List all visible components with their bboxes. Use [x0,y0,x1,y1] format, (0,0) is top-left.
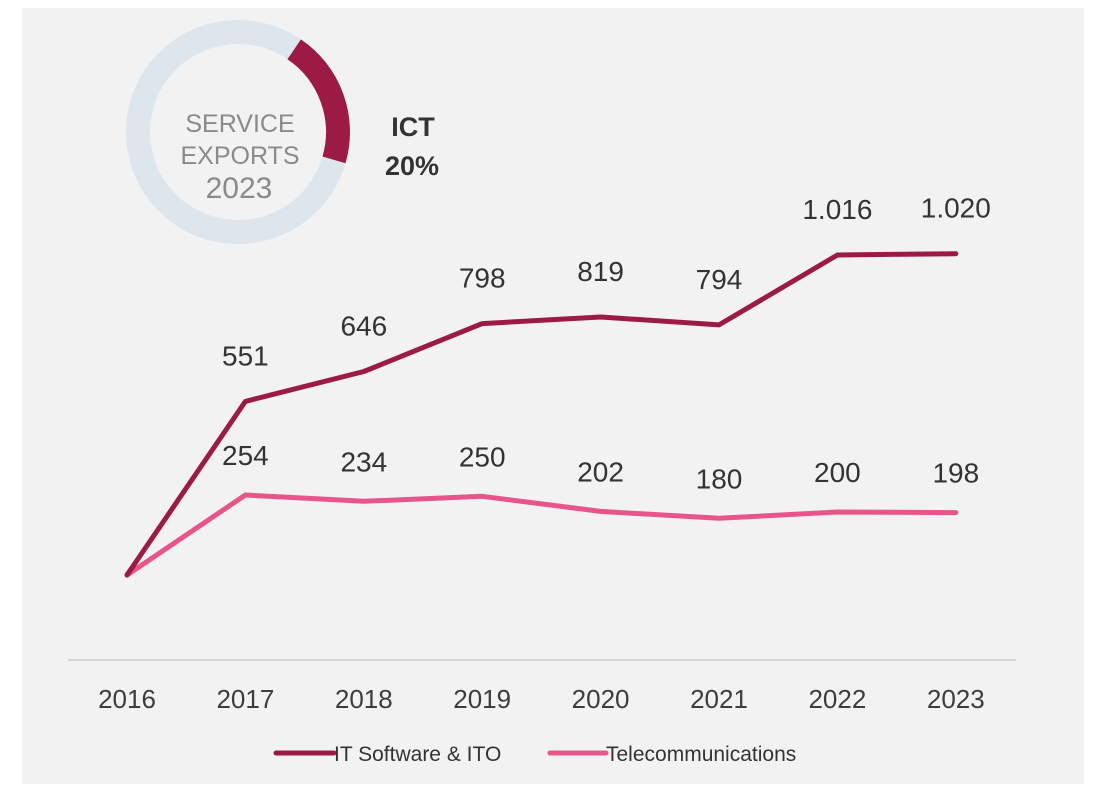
data-label-telecom-2023: 198 [932,458,979,489]
donut-ict-label: ICT [391,112,435,142]
data-label-it-software-2019: 798 [459,263,506,294]
data-label-telecom-2019: 250 [459,441,506,472]
donut-center-line-2: EXPORTS [180,142,299,170]
legend-label-telecom: Telecommunications [606,743,796,766]
x-tick-label-2016: 2016 [98,684,156,714]
x-tick-label-2018: 2018 [335,684,393,714]
data-label-telecom-2020: 202 [577,456,624,487]
legend: IT Software & ITO Telecommunications [273,743,796,766]
data-label-it-software-2022: 1.016 [802,194,872,225]
donut-ict-segment [287,39,350,164]
data-label-it-software-2018: 646 [340,311,387,342]
data-label-telecom-2021: 180 [696,463,743,494]
series-line-it-software [124,251,959,578]
service-exports-donut: SERVICE EXPORTS 2023 ICT 20% [126,20,439,244]
data-label-it-software-2021: 794 [696,264,743,295]
legend-label-it-software: IT Software & ITO [334,743,501,766]
series-line-telecom [124,492,959,578]
series-layer [124,251,959,578]
x-tick-layer: 2016 2017 2018 2019 2020 2021 2022 2023 [98,684,985,714]
chart-panel [22,8,1084,784]
donut-center-line-3: 2023 [206,172,273,205]
donut-center-line-1: SERVICE [185,110,294,138]
data-label-telecom-2018: 234 [340,446,387,477]
x-tick-label-2023: 2023 [927,684,985,714]
x-tick-label-2017: 2017 [216,684,274,714]
x-tick-label-2020: 2020 [572,684,630,714]
data-label-telecom-2017: 254 [222,440,269,471]
data-label-layer: 551 646 798 819 794 1.016 1.020 254 234 250 202 180… [222,193,991,495]
data-label-it-software-2023: 1.020 [921,193,991,224]
x-tick-label-2021: 2021 [690,684,748,714]
data-label-telecom-2022: 200 [814,457,861,488]
donut-ict-value: 20% [385,151,439,181]
x-tick-label-2022: 2022 [808,684,866,714]
data-label-it-software-2017: 551 [222,340,269,371]
x-tick-label-2019: 2019 [453,684,511,714]
data-label-it-software-2020: 819 [577,256,624,287]
